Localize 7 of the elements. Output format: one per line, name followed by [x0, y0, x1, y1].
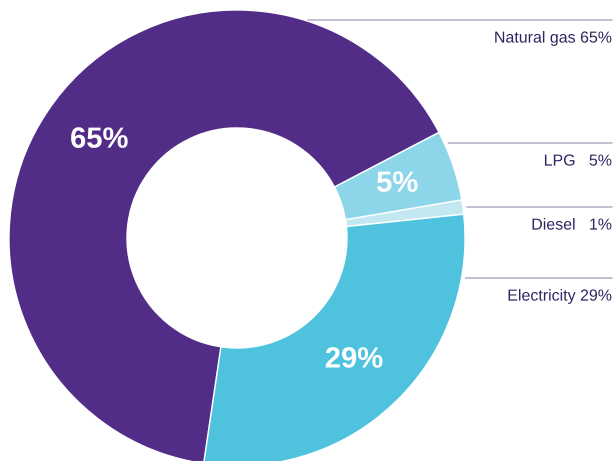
slice-label: LPG 5% [544, 154, 612, 166]
slice-label: Natural gas 65% [495, 31, 612, 46]
slice-label: Electricity 29% [508, 289, 612, 304]
data-label: 29% [326, 347, 382, 368]
slice-label: Diesel 1% [532, 218, 612, 230]
data-label: 5% [376, 171, 418, 192]
data-label: 65% [71, 127, 128, 148]
